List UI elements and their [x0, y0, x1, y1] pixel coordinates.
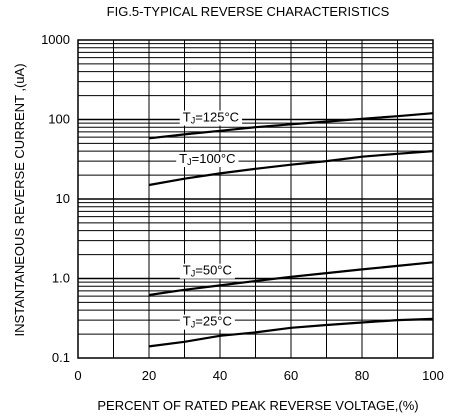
series-line — [148, 112, 434, 140]
y-tick-label: 0.1 — [52, 350, 70, 365]
series-label-text: TJ=125°C — [183, 110, 239, 126]
series-label-background — [179, 314, 235, 330]
grid — [78, 40, 433, 358]
plot-frame — [77, 39, 434, 359]
x-tick-label: 40 — [213, 368, 227, 383]
series-label-text: TJ=50°C — [183, 263, 232, 279]
x-tick-label: 0 — [74, 368, 81, 383]
x-tick-label: 80 — [355, 368, 369, 383]
x-axis-ticks: 0 20 40 60 80 100 — [74, 368, 443, 383]
series-line — [148, 150, 434, 187]
series-label: TJ=50°C — [179, 263, 235, 279]
y-tick-label: 10 — [56, 191, 70, 206]
series-label-background — [176, 151, 239, 167]
series-labels: TJ=125°C TJ=100°C TJ=50°C TJ=25°C — [176, 110, 243, 330]
y-axis-label: INSTANTANEOUS REVERSE CURRENT ,(uA) — [12, 63, 27, 336]
y-tick-label: 1.0 — [52, 271, 70, 286]
y-tick-label: 1000 — [41, 32, 70, 47]
x-tick-label: 60 — [284, 368, 298, 383]
series-label-background — [179, 263, 235, 279]
x-tick-label: 100 — [422, 368, 444, 383]
series-lines — [148, 112, 434, 348]
series-label-background — [179, 110, 243, 126]
series-label-text: TJ=25°C — [183, 314, 232, 330]
series-label: TJ=125°C — [179, 110, 243, 126]
chart-title: FIG.5-TYPICAL REVERSE CHARACTERISTICS — [107, 4, 390, 19]
x-axis-label: PERCENT OF RATED PEAK REVERSE VOLTAGE,(%… — [97, 398, 418, 413]
series-line — [148, 317, 434, 348]
series-label: TJ=25°C — [179, 314, 235, 330]
series-label-text: TJ=100°C — [179, 151, 235, 167]
y-tick-label: 100 — [48, 112, 70, 127]
x-tick-label: 20 — [142, 368, 156, 383]
series-label: TJ=100°C — [176, 151, 239, 167]
y-axis-ticks: 0.1 1.0 10 100 1000 — [41, 32, 70, 365]
series-line — [148, 261, 434, 297]
